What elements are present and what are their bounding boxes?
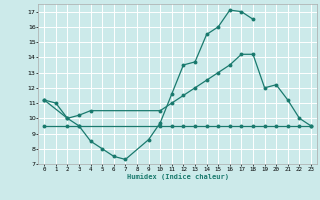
X-axis label: Humidex (Indice chaleur): Humidex (Indice chaleur) [127,173,228,180]
